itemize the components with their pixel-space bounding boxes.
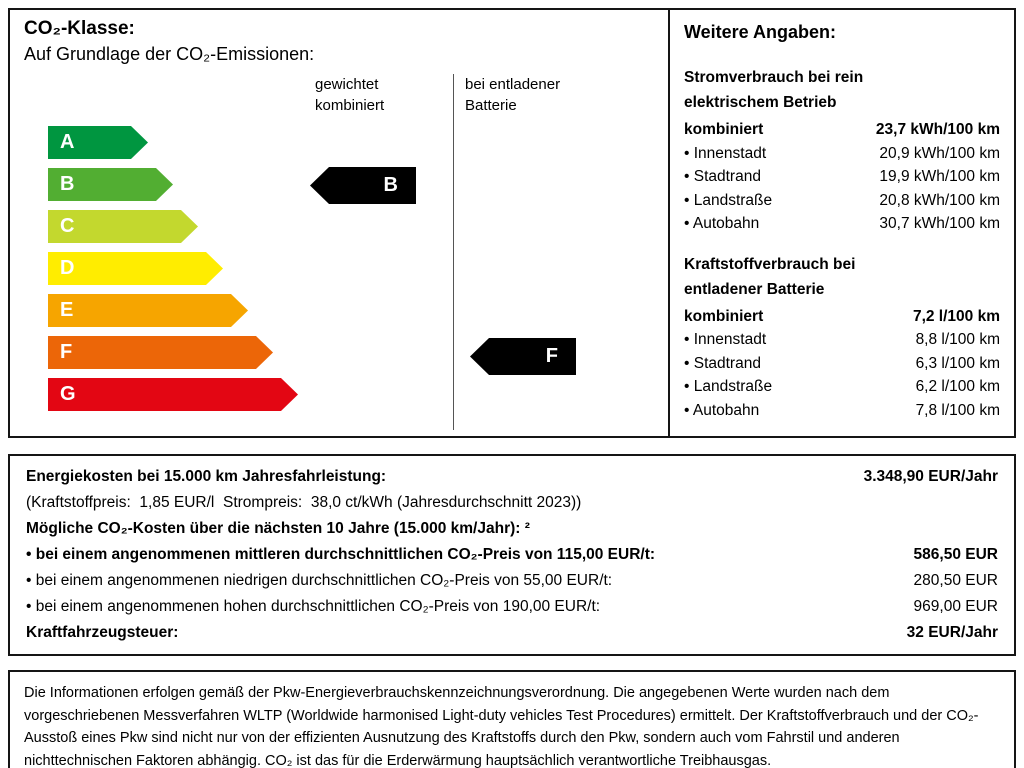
energy-cost-label: • bei einem angenommenen hohen durchschn… [26,598,601,615]
fuel-consumption-row: • Autobahn 7,8 l/100 km [684,399,1000,423]
fuel-rows: kombiniert 7,2 l/100 km • Innenstadt 8,8 l/… [684,305,1000,423]
energy-cost-value: 969,00 EUR [913,598,998,615]
class-arrow-letter: C [60,215,75,237]
energy-cost-label: • bei einem angenommenen niedrigen durch… [26,572,613,589]
co2-class-section: CO₂-Klasse: Auf Grundlage der CO₂-Emissi… [8,8,1016,438]
column-header-depleted-line2: Batterie [465,97,517,114]
column-header-depleted: bei entladener Batterie [465,74,560,116]
details-title: Weitere Angaben: [684,22,837,42]
fuel-consumption-label: • Stadtrand [684,354,761,372]
energy-cost-row: Mögliche CO₂-Kosten über die nächsten 10… [26,516,998,542]
electric-consumption-label: • Landstraße [684,191,773,209]
class-arrow-letter: F [60,341,73,363]
electric-consumption-value: 20,8 kWh/100 km [879,191,1000,209]
energy-cost-value: 3.348,90 EUR/Jahr [863,468,998,485]
energy-cost-row: • bei einem angenommenen mittleren durch… [26,542,998,568]
energy-costs-section: Energiekosten bei 15.000 km Jahresfahrle… [8,454,1016,656]
fuel-consumption-label: • Autobahn [684,401,760,419]
class-arrow-d: D [48,252,223,285]
energy-cost-row: • bei einem angenommenen hohen durchschn… [26,594,998,620]
class-arrow-letter: A [60,131,75,153]
column-divider [453,74,454,430]
energy-cost-row: • bei einem angenommenen niedrigen durch… [26,568,998,594]
electric-consumption-heading: Stromverbrauch bei rein elektrischem Bet… [684,69,864,111]
fuel-consumption-value: 6,3 l/100 km [915,354,1000,372]
co2-class-subtitle: Auf Grundlage der CO₂-Emissionen: [24,44,315,64]
electric-consumption-value: 30,7 kWh/100 km [879,215,1000,232]
energy-cost-label: (Kraftstoffpreis: 1,85 EUR/l Strompreis:… [26,494,582,511]
class-arrow-b: B [48,168,173,201]
electric-consumption-label: kombiniert [684,121,764,138]
class-arrow-c: C [48,210,198,243]
electric-consumption-row: • Autobahn 30,7 kWh/100 km [684,212,1000,236]
column-header-weighted-line1: gewichtet [315,76,379,93]
column-header-weighted-line2: kombiniert [315,97,385,114]
energy-cost-label: • bei einem angenommenen mittleren durch… [26,546,656,563]
details-panel: Weitere Angaben: Stromverbrauch bei rein… [668,10,1014,436]
column-header-weighted: gewichtet kombiniert [315,74,384,116]
electric-consumption-label: • Stadtrand [684,168,761,185]
depleted-class-letter: F [545,345,558,367]
energy-cost-value: 586,50 EUR [913,546,998,563]
class-arrow-letter: G [60,383,76,405]
electric-consumption-value: 20,9 kWh/100 km [879,144,1000,162]
fuel-consumption-value: 8,8 l/100 km [915,331,1000,348]
co2-class-title: CO₂-Klasse: [24,18,135,39]
electric-consumption-value: 23,7 kWh/100 km [875,121,1000,138]
fuel-consumption-heading: Kraftstoffverbrauch bei entladener Batte… [684,255,856,298]
cost-rows: Energiekosten bei 15.000 km Jahresfahrle… [26,464,998,646]
fuel-consumption-label: • Landstraße [684,378,773,395]
class-arrow-letter: E [60,299,74,321]
electric-rows: kombiniert 23,7 kWh/100 km • Innenstadt 20,… [684,118,1000,236]
fuel-consumption-value: 7,8 l/100 km [915,401,1000,419]
co2-class-panel: CO₂-Klasse: Auf Grundlage der CO₂-Emissi… [10,10,668,436]
energy-cost-value: 32 EUR/Jahr [906,624,998,641]
legal-text: Die Informationen erfolgen gemäß der Pkw… [24,685,979,768]
depleted-class-indicator: F [470,338,576,375]
energy-cost-label: Mögliche CO₂-Kosten über die nächsten 10… [26,520,530,537]
class-arrow-a: A [48,126,148,159]
fuel-consumption-value: 6,2 l/100 km [915,378,1000,395]
energy-cost-value: 280,50 EUR [913,572,998,589]
class-arrow-e: E [48,294,248,327]
electric-consumption-label: • Autobahn [684,215,760,232]
energy-cost-row: (Kraftstoffpreis: 1,85 EUR/l Strompreis:… [26,490,998,516]
electric-consumption-row: • Stadtrand 19,9 kWh/100 km [684,165,1000,189]
fuel-consumption-label: kombiniert [684,307,764,325]
class-arrow-letter: D [60,257,75,279]
electric-consumption-label: • Innenstadt [684,144,767,162]
column-header-depleted-line1: bei entladener [465,76,561,93]
fuel-consumption-row: kombiniert 7,2 l/100 km [684,305,1000,329]
electric-consumption-value: 19,9 kWh/100 km [879,168,1000,185]
fuel-consumption-value: 7,2 l/100 km [912,307,1000,325]
energy-cost-label: Kraftfahrzeugsteuer: [26,624,179,641]
legal-notice-section: Die Informationen erfolgen gemäß der Pkw… [8,670,1016,768]
weighted-class-letter: B [383,174,398,196]
fuel-consumption-row: • Landstraße 6,2 l/100 km [684,375,1000,399]
weighted-class-indicator: B [310,167,416,204]
electric-consumption-row: • Innenstadt 20,9 kWh/100 km [684,142,1000,166]
electric-consumption-row: kombiniert 23,7 kWh/100 km [684,118,1000,142]
fuel-consumption-label: • Innenstadt [684,331,767,348]
energy-cost-row: Kraftfahrzeugsteuer: 32 EUR/Jahr [26,620,998,646]
fuel-consumption-row: • Stadtrand 6,3 l/100 km [684,352,1000,376]
fuel-consumption-row: • Innenstadt 8,8 l/100 km [684,328,1000,352]
energy-cost-label: Energiekosten bei 15.000 km Jahresfahrle… [26,468,387,485]
energy-cost-row: Energiekosten bei 15.000 km Jahresfahrle… [26,464,998,490]
class-arrow-g: G [48,378,298,411]
class-arrow-f: F [48,336,273,369]
electric-consumption-row: • Landstraße 20,8 kWh/100 km [684,189,1000,213]
class-arrow-letter: B [60,173,75,195]
